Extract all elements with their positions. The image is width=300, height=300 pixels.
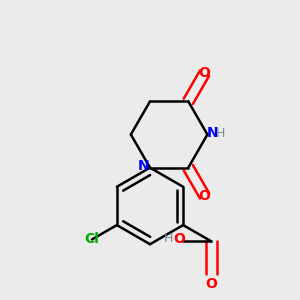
Text: N: N	[207, 126, 218, 140]
Text: H: H	[164, 232, 173, 245]
Text: H: H	[216, 127, 225, 140]
Text: O: O	[199, 66, 211, 80]
Text: O: O	[199, 189, 211, 203]
Text: Cl: Cl	[85, 232, 99, 246]
Text: N: N	[138, 159, 149, 173]
Text: O: O	[173, 232, 185, 246]
Text: O: O	[206, 278, 217, 291]
